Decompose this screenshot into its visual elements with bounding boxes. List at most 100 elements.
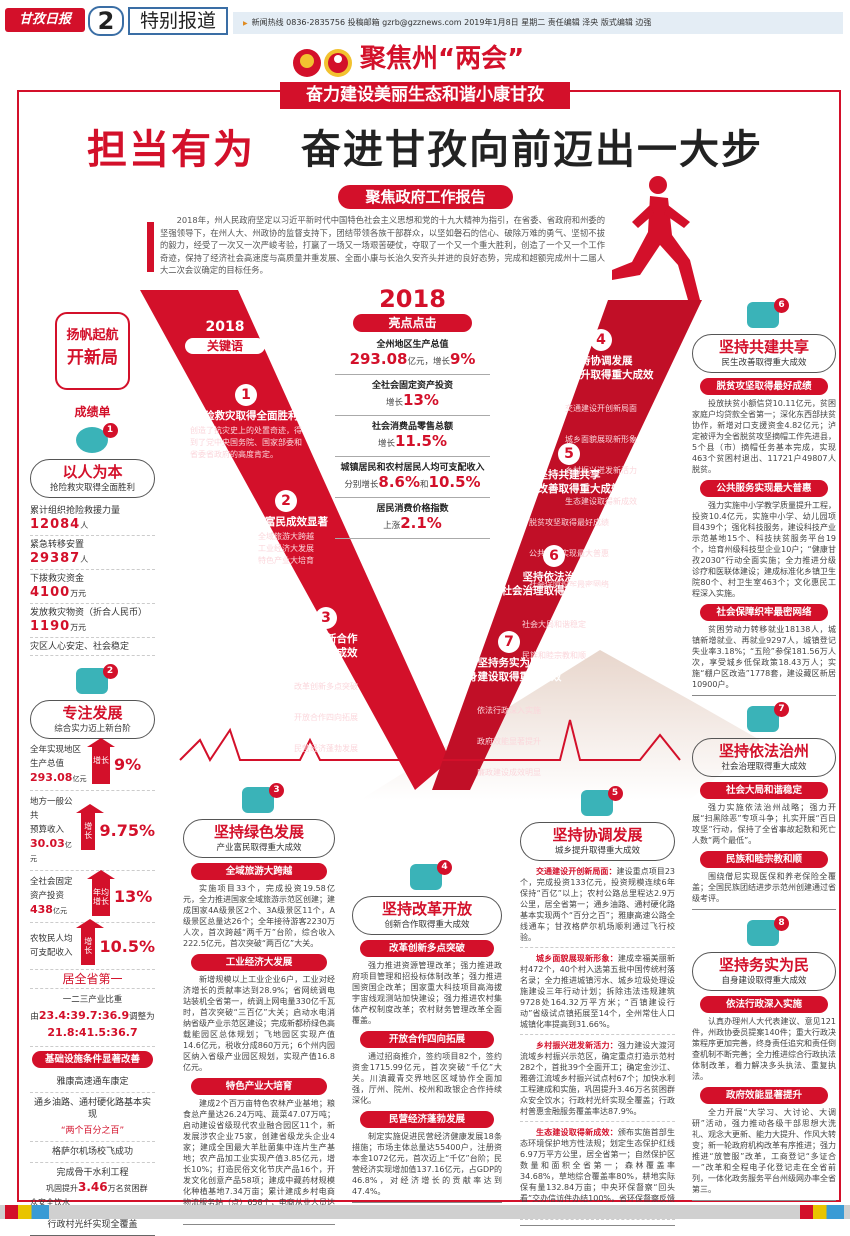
highlight-item: 社会消费品零售总额 增长11.5% bbox=[335, 416, 490, 457]
item-line: 公共服务实现最大普惠 bbox=[529, 549, 609, 558]
item-line: 脱贫攻坚取得最好成绩 bbox=[529, 518, 609, 527]
stat-value-row: 29387人 bbox=[30, 551, 155, 567]
ratio-from-pre: 由 bbox=[30, 1012, 39, 1022]
globe-refresh-icon: 1 bbox=[74, 423, 118, 455]
footer-logo bbox=[5, 1205, 49, 1219]
value-prefix: 分别增长 bbox=[344, 480, 379, 490]
highlights: 2018 亮点点击 全州地区生产总值 293.08亿元，增长9% 全社会固定资产投资… bbox=[335, 286, 490, 539]
item-line: 乡村振兴迸发新活力 bbox=[565, 466, 637, 475]
label-line: 地方一般公共 bbox=[30, 797, 73, 821]
growth-unit: 亿元 bbox=[52, 906, 68, 915]
subsection-body: 强力建设大渡河流域乡村振兴示范区，确定重点打造示范村282个，首批39个全面开工… bbox=[520, 1041, 675, 1116]
item-number: 7 bbox=[498, 631, 520, 653]
value-1: 13% bbox=[403, 391, 439, 409]
bottom-column-coordinate: 5 坚持协调发展 城乡提升取得重大成效 交通建设开创新局面：建设重点项目23个，完成投… bbox=[520, 786, 676, 1234]
section-subtitle: 综合实力迈上新台阶 bbox=[54, 724, 131, 734]
value-1: 11.5% bbox=[394, 432, 448, 450]
stat-label: 紧急转移安置 bbox=[30, 540, 85, 550]
value-prefix: 增长 bbox=[386, 398, 404, 408]
item-number: 4 bbox=[590, 329, 612, 351]
highlight-item: 城镇居民和农村居民人均可支配收入 分别增长8.6%和10.5% bbox=[335, 457, 490, 498]
item-title: 坚持协调发展 城乡提升取得重大成效 bbox=[548, 355, 654, 381]
scorecard-title: 成绩单 bbox=[74, 405, 111, 419]
subsection-text: 投放扶贫小额信贷10.11亿元，贫困家庭户均贷款全省第一；深化东西部扶贫协作，新… bbox=[692, 399, 836, 474]
column-rule bbox=[520, 1225, 675, 1226]
hands-cube-icon: 6 bbox=[745, 298, 789, 330]
subsection-tag: 依法行政深入实施 bbox=[700, 996, 828, 1013]
item-number: 3 bbox=[315, 607, 337, 629]
banner-title: 聚焦州“两会” bbox=[360, 44, 525, 74]
section-oval: 坚持依法治州 社会治理取得重大成效 bbox=[692, 738, 836, 777]
value-mid: 和 bbox=[420, 480, 429, 490]
item-line: 依法行政深入实施 bbox=[477, 706, 541, 715]
page-number: 2 bbox=[88, 6, 124, 36]
stats-list: 累计组织抢险救援力量 12084人 紧急转移安置 29387人 下拨救灾资金 4100万元… bbox=[30, 502, 155, 638]
item-number: 6 bbox=[543, 545, 565, 567]
value-1: 8.6% bbox=[378, 473, 421, 491]
ship-icon: 4 bbox=[408, 860, 452, 892]
icon-badge: 5 bbox=[607, 786, 623, 801]
highlight-value: 上涨2.1% bbox=[335, 515, 490, 535]
bottom-column-green: 3 坚持绿色发展 产业富民取得重大成效 全域旅游大跨越 实施项目33个，完成投资19.5… bbox=[183, 783, 335, 1233]
stat-unit: 万元 bbox=[70, 623, 87, 632]
road-icon: 5 bbox=[579, 786, 623, 818]
growth-value-row: 30.03亿元 bbox=[30, 837, 77, 866]
stat-value: 4100 bbox=[30, 585, 71, 600]
industry-ratio: 一二三产业比重 由23.4:39.7:36.9调整为 21.8:41.5:36.… bbox=[30, 989, 155, 1047]
value-prefix: 上涨 bbox=[383, 521, 401, 531]
highlight-item: 居民消费价格指数 上涨2.1% bbox=[335, 498, 490, 539]
section-title: 坚持依法治州 bbox=[718, 742, 809, 760]
label-line: 全年实现地区 bbox=[30, 745, 82, 755]
section-column: 6 坚持共建共享 民生改善取得重大成效 脱贫攻坚取得最好成绩 投放扶贫小额信贷10.11… bbox=[692, 298, 836, 696]
value-2: 9% bbox=[449, 350, 476, 368]
stat-item: 累计组织抢险救援力量 12084人 bbox=[30, 502, 155, 536]
icon-badge: 4 bbox=[437, 860, 452, 875]
item-title: 产业富民成效显著 bbox=[244, 516, 328, 528]
subsection-text: 认真办理州人大代表建议、意见121件，州政协委员提案140件；重大行政决策程序更… bbox=[692, 1017, 836, 1081]
item-line: 社会大局和谐稳定 bbox=[522, 620, 586, 629]
growth-value: 438 bbox=[30, 903, 53, 916]
subsection-text: 贫困劳动力转移就业18138人，城镇新增就业、再就业9297人，城镇登记失业率3… bbox=[692, 625, 836, 689]
left-column: 成绩单 1 以人为本 抢险救灾取得全面胜利 累计组织抢险救援力量 12084人 紧急转… bbox=[30, 404, 155, 1236]
item-line: 工业经济大发展 bbox=[258, 544, 314, 553]
highlight-value: 分别增长8.6%和10.5% bbox=[335, 474, 490, 494]
column-rule bbox=[692, 695, 836, 696]
item-line: 城乡面貌展现新形象 bbox=[565, 435, 637, 444]
ratio-to: 21.8:41.5:36.7 bbox=[47, 1026, 138, 1039]
footer-logo bbox=[800, 1205, 844, 1219]
value-mid: 亿元，增长 bbox=[407, 357, 450, 367]
growth-label: 全年实现地区 生产总值 293.08亿元 bbox=[30, 743, 88, 786]
label-line: 农牧民人均 bbox=[30, 934, 73, 944]
section-subtitle: 产业富民取得重大成效 bbox=[216, 843, 302, 853]
subsection-tag: 政府效能显著提升 bbox=[700, 1087, 828, 1104]
infra-tag: 基础设施条件显著改善 bbox=[32, 1051, 153, 1068]
box-icon: 7 bbox=[745, 702, 789, 734]
subsection-text: 强力实施依法治州战略；强力开展“扫黑除恶”专项斗争；扎实开展“百日攻坚”行动，保… bbox=[692, 803, 836, 845]
column-rule bbox=[183, 1224, 335, 1225]
keywords-title: 关键语 bbox=[185, 338, 265, 354]
up-arrow-icon: 增长 bbox=[76, 803, 104, 850]
growth-value: 293.08 bbox=[30, 771, 73, 784]
growth-item: 全年实现地区 生产总值 293.08亿元 增长 9% bbox=[30, 737, 155, 791]
icon-shape bbox=[580, 790, 613, 816]
icon-shape bbox=[242, 787, 274, 813]
item-title: 坚持依法治州 社会治理取得重大成效 bbox=[501, 571, 607, 597]
item-line: 生态建设取得新成效 bbox=[565, 497, 637, 506]
item-title: 坚持共建共享 民生改善取得重大成效 bbox=[516, 469, 622, 495]
subsection-key: 城乡面貌展现新形象： bbox=[536, 954, 618, 963]
highlights-title: 亮点点击 bbox=[353, 314, 472, 332]
item-line: 改革创新多点突破 bbox=[294, 682, 358, 691]
item-number: 1 bbox=[235, 384, 257, 406]
highlight-value: 293.08亿元，增长9% bbox=[335, 351, 490, 371]
stat-unit: 人 bbox=[80, 521, 89, 530]
section-oval: 坚持绿色发展 产业富民取得重大成效 bbox=[183, 819, 335, 858]
subsection-body: 颁布实施首部生态环境保护地方性法规；划定生态保护红线6.97万平方公里，居全省第… bbox=[520, 1128, 676, 1214]
item-line: 特色产业大培育 bbox=[258, 556, 314, 565]
label-line: 全社会固定 bbox=[30, 877, 73, 887]
stat-label: 累计组织抢险救援力量 bbox=[30, 506, 121, 516]
ratio-from: 23.4:39.7:36.9 bbox=[38, 1009, 130, 1022]
keyword-item-3: 3 改革创新合作 取得重大成效 改革创新多点突破 开放合作四向拓展 民营经济蓬勃… bbox=[280, 588, 372, 774]
badge-line2: 开新局 bbox=[67, 348, 118, 368]
subsection-text: 实施项目33个，完成投资19.58亿元，全力推进国家全域旅游示范区创建；建成国家… bbox=[183, 884, 335, 948]
growth-value: 30.03 bbox=[30, 837, 65, 850]
